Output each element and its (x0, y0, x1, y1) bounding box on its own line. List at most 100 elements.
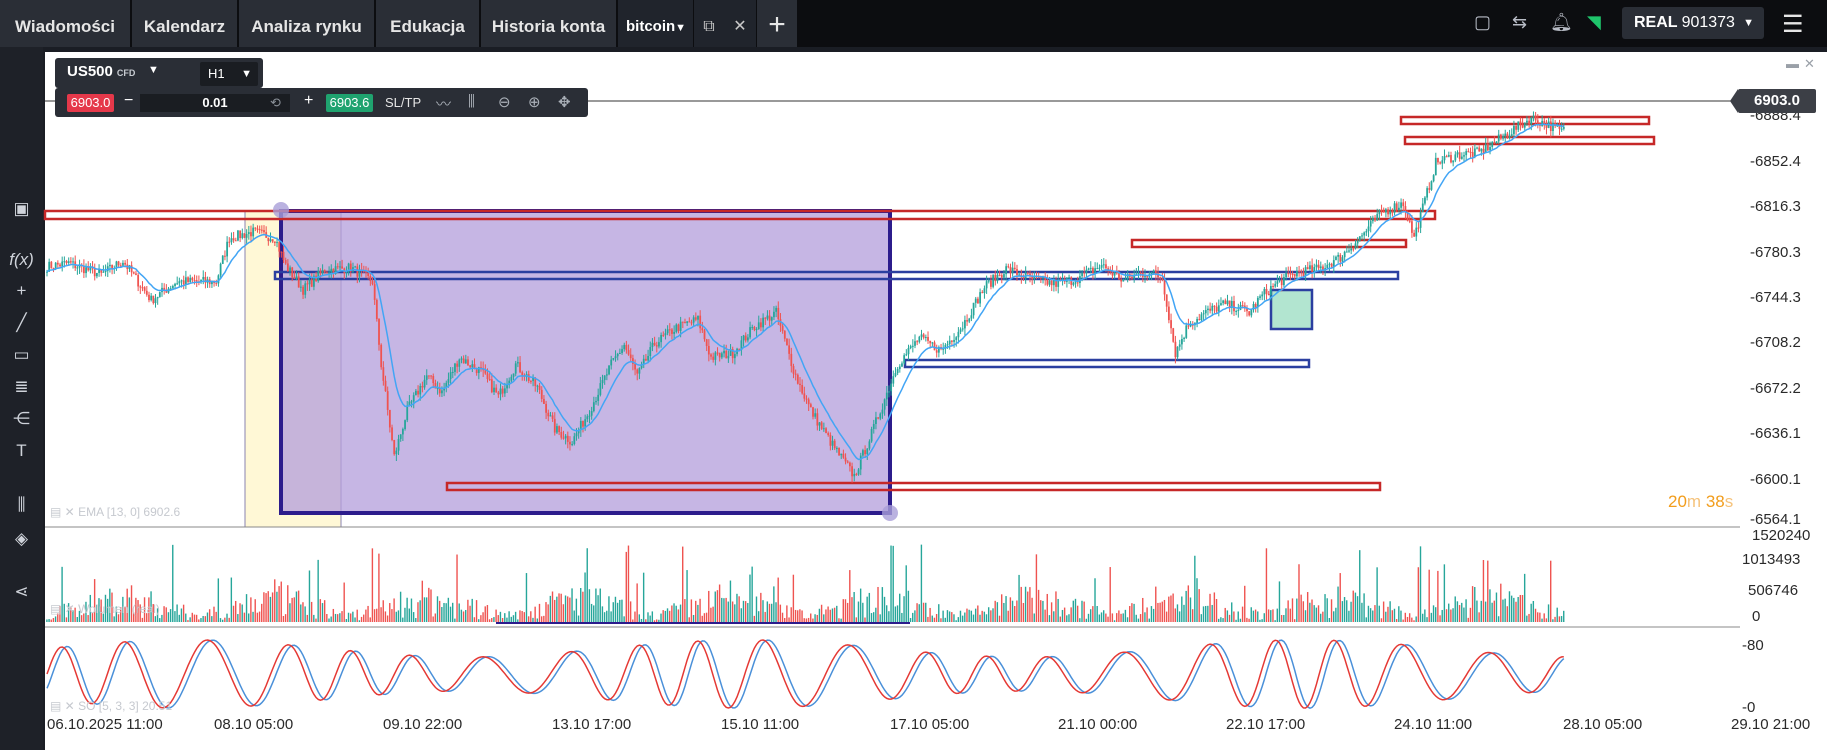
volume-bar (712, 606, 714, 622)
consolidation-zone (279, 209, 892, 515)
tab-calendar[interactable]: Kalendarz (132, 0, 238, 47)
tab-education[interactable]: Edukacja (376, 0, 480, 47)
menu-icon[interactable]: ☰ (1782, 11, 1804, 38)
volume-increase-button[interactable]: + (304, 92, 314, 109)
volume-bar (590, 603, 593, 622)
candle-body (224, 255, 226, 257)
candle-body (1530, 117, 1533, 125)
crosshair-icon[interactable]: + (16, 281, 27, 300)
candle-body (497, 392, 500, 395)
volume-bar (1487, 560, 1489, 622)
candle-body (1235, 310, 1238, 312)
account-selector[interactable]: REAL 901373 ▼ (1622, 7, 1764, 39)
candle-body (586, 416, 589, 420)
candle-body (334, 266, 337, 274)
volume-bar (1124, 609, 1127, 622)
candle-body (814, 413, 817, 417)
zoom-in-icon[interactable]: ⊕ (528, 94, 541, 111)
volume-bar (106, 598, 109, 622)
volume-bar (1029, 587, 1031, 622)
fullscreen-icon[interactable]: ▢ (1474, 12, 1492, 32)
candle-body (1074, 282, 1077, 284)
candle-body (1185, 325, 1188, 338)
volume-bar (380, 607, 382, 622)
move-icon[interactable]: ✥ (558, 94, 571, 111)
candle-body (1458, 152, 1461, 159)
candle-body (1011, 267, 1014, 274)
volume-bar (1363, 593, 1365, 622)
ema-legend[interactable]: ▤ ✕ EMA [13, 0] 6902.6 (50, 505, 181, 519)
candle-body (1421, 203, 1424, 212)
buy-button[interactable]: 6903.6 (326, 94, 373, 112)
volume-bar (1378, 605, 1380, 622)
candle-body (1489, 146, 1491, 151)
volume-bar (1129, 606, 1131, 622)
share-icon[interactable]: ⋖ (14, 582, 29, 601)
volume-bar (790, 607, 792, 622)
candle-body (872, 423, 875, 430)
candle-body (1380, 210, 1383, 212)
rectangle-tool-icon[interactable]: ▭ (13, 345, 30, 364)
bell-icon[interactable]: 🔔︎ (1550, 12, 1573, 32)
candle-body (987, 280, 990, 282)
transfer-icon[interactable]: ⇆ (1512, 12, 1528, 32)
candle-body (252, 227, 255, 237)
candle-body (1322, 266, 1324, 270)
timeframe-selector[interactable]: H1 ▼ (200, 62, 258, 86)
fibonacci-icon[interactable]: ≣ (14, 377, 29, 396)
tab-bitcoin[interactable]: bitcoin▼ (618, 0, 694, 47)
candle-body (1126, 273, 1129, 279)
tab-news[interactable]: Wiadomości (0, 0, 131, 47)
minimize-chart-icon[interactable]: ▬ (1786, 56, 1799, 71)
candle-body (87, 267, 90, 271)
volume-decrease-button[interactable]: − (124, 92, 134, 109)
candle-body (974, 298, 977, 303)
text-tool-icon[interactable]: T (16, 441, 27, 460)
instrument-selector[interactable]: US500 CFD (67, 63, 135, 80)
volume-bar (206, 612, 209, 622)
popout-icon[interactable]: ⧉ (694, 0, 724, 47)
candle-chart-icon[interactable]: ⫼ (468, 93, 475, 110)
candle-body (189, 277, 192, 282)
volume-bar (282, 615, 285, 622)
tab-market-analysis[interactable]: Analiza rynku (239, 0, 375, 47)
tab-account-history[interactable]: Historia konta (481, 0, 617, 47)
candle-body (892, 376, 895, 384)
line-chart-icon[interactable]: 〰 (436, 96, 452, 113)
volume-bar (651, 611, 654, 622)
stochastic-legend[interactable]: ▤ ✕ SO [5, 3, 3] 20.51 (50, 699, 173, 713)
volume-bar (1547, 604, 1550, 622)
volume-bar (189, 617, 191, 622)
volume-legend[interactable]: ▤ ✕ Wolumen (real) (50, 602, 160, 616)
layers-icon[interactable]: ◈ (14, 529, 29, 548)
candle-body (1226, 300, 1229, 305)
price-axis[interactable] (1740, 52, 1827, 750)
indicators-icon[interactable]: ⫼ (17, 495, 26, 514)
sell-button[interactable]: 6903.0 (67, 94, 114, 112)
function-icon[interactable]: f(x) (9, 250, 34, 269)
volume-bar (632, 619, 634, 622)
line-tool-icon[interactable]: ╱ (16, 313, 27, 332)
close-icon[interactable]: ✕ (724, 0, 756, 47)
refresh-icon[interactable]: ⟲ (270, 95, 281, 110)
volume-input[interactable]: 0.01 (140, 94, 290, 112)
candle-body (250, 232, 252, 237)
pitchfork-icon[interactable]: ⋲ (13, 409, 30, 428)
volume-bar (174, 611, 176, 622)
volume-bar (70, 606, 72, 622)
volume-bar (384, 611, 387, 622)
add-tab-button[interactable]: + (757, 0, 797, 47)
zoom-out-icon[interactable]: ⊖ (498, 94, 511, 111)
volume-bar (432, 616, 434, 622)
candle-body (1404, 206, 1407, 213)
panel-icon[interactable]: ▣ (13, 199, 30, 218)
volume-bar (256, 612, 259, 622)
close-chart-icon[interactable]: ✕ (1804, 56, 1815, 71)
candle-body (78, 264, 81, 268)
chevron-down-icon[interactable]: ▼ (148, 64, 159, 76)
volume-bar (1085, 618, 1088, 622)
candle-body (1400, 202, 1402, 208)
sltp-button[interactable]: SL/TP (385, 95, 422, 110)
candle-body (263, 230, 265, 233)
